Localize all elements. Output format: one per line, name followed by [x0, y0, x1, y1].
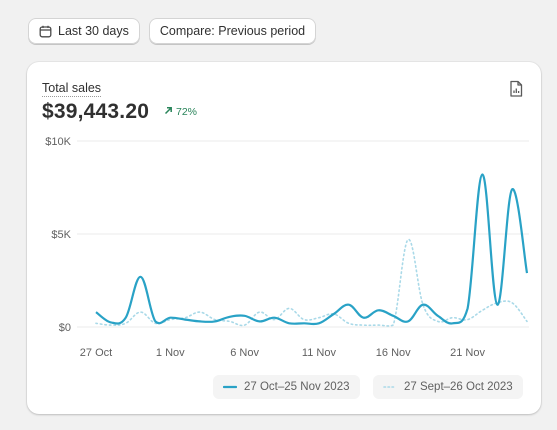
- date-range-label: Last 30 days: [58, 24, 129, 38]
- compare-button[interactable]: Compare: Previous period: [148, 18, 317, 44]
- x-tick-label: 1 Nov: [156, 347, 185, 359]
- metric-value: $39,443.20: [42, 100, 150, 123]
- arrow-up-right-icon: [164, 106, 173, 118]
- x-tick-label: 11 Nov: [302, 347, 337, 359]
- legend-item: 27 Sept–26 Oct 2023: [373, 375, 523, 399]
- legend-current-label: 27 Oct–25 Nov 2023: [244, 381, 350, 393]
- legend-item: 27 Oct–25 Nov 2023: [213, 375, 360, 399]
- compare-label: Compare: Previous period: [159, 24, 306, 38]
- calendar-icon: [39, 25, 52, 38]
- export-report-icon[interactable]: [508, 80, 524, 98]
- metric-title[interactable]: Total sales: [42, 81, 102, 97]
- metric-change-badge: 72%: [164, 106, 197, 118]
- y-tick-label: $0: [59, 322, 71, 334]
- y-tick-label: $10K: [45, 136, 71, 148]
- total-sales-card: Total sales $39,443.20 72% $10K $5K $0 27 O…: [27, 62, 541, 414]
- toolbar: Last 30 days Compare: Previous period: [28, 18, 317, 44]
- series-line-previous: [95, 238, 528, 327]
- legend-previous-label: 27 Sept–26 Oct 2023: [404, 381, 513, 393]
- legend-previous-period[interactable]: 27 Sept–26 Oct 2023: [373, 375, 523, 399]
- metric-change-value: 72%: [176, 106, 198, 118]
- dotted-line-icon: [383, 386, 397, 388]
- sales-line-chart: $10K $5K $0 27 Oct 1 Nov 6 Nov 11 Nov 16 Nov 21 …: [45, 136, 529, 359]
- x-tick-label: 21 Nov: [450, 347, 485, 359]
- x-tick-label: 27 Oct: [80, 347, 112, 359]
- date-range-button[interactable]: Last 30 days: [28, 18, 140, 44]
- series-line-current: [95, 173, 529, 326]
- x-tick-label: 6 Nov: [230, 347, 259, 359]
- x-tick-label: 16 Nov: [376, 347, 411, 359]
- solid-line-icon: [223, 385, 237, 389]
- y-tick-label: $5K: [51, 229, 71, 241]
- legend-current-period[interactable]: 27 Oct–25 Nov 2023: [213, 375, 360, 399]
